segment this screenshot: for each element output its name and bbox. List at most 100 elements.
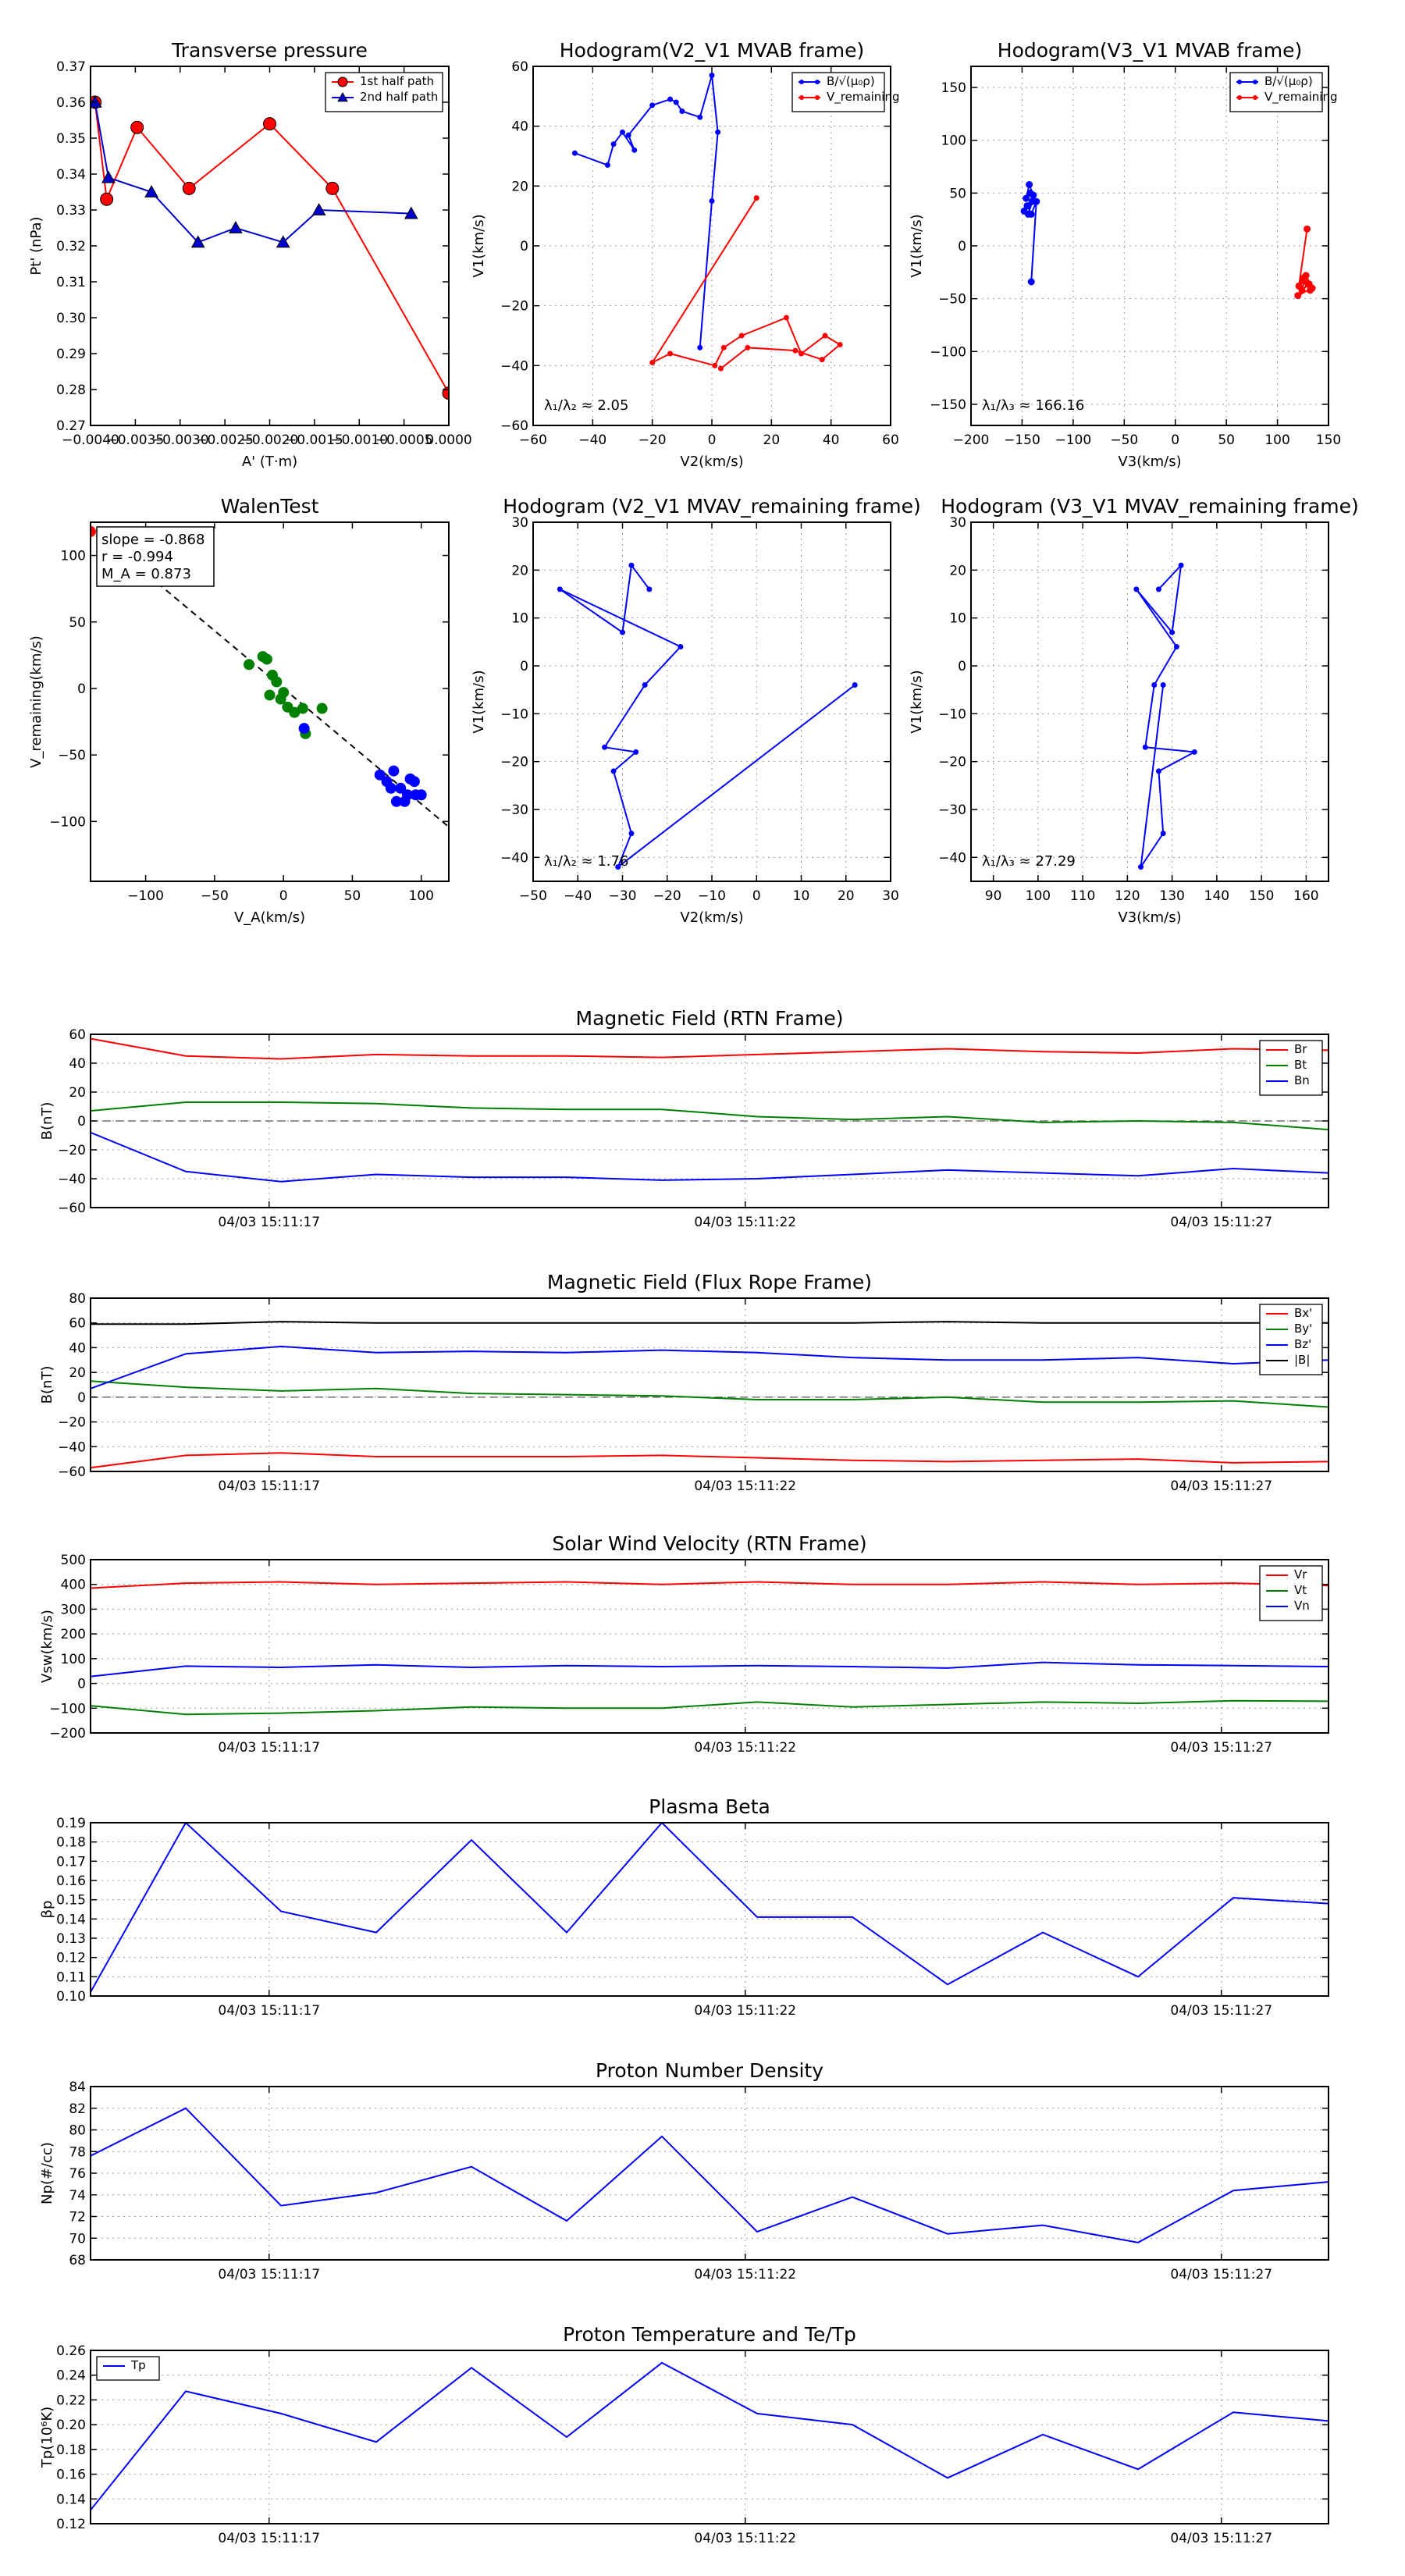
chart-title: Proton Temperature and Te/Tp xyxy=(563,2323,856,2346)
y-axis-label: Tp(10⁶K) xyxy=(39,2407,55,2468)
y-tick-label: 0.16 xyxy=(56,2467,86,2483)
data-point xyxy=(697,344,703,350)
y-tick-label: 300 xyxy=(61,1602,86,1617)
y-tick-label: 10 xyxy=(511,611,528,627)
y-tick-label: 40 xyxy=(511,119,528,135)
series-line-0 xyxy=(574,75,719,348)
series-line-1 xyxy=(91,1699,1329,1716)
x-tick-label: 04/03 15:11:27 xyxy=(1170,1740,1272,1756)
data-point xyxy=(1155,768,1161,774)
series-line-0 xyxy=(91,1452,1329,1469)
x-tick-label: 04/03 15:11:17 xyxy=(218,1740,320,1756)
stats-line: r = -0.994 xyxy=(101,549,173,565)
x-tick-label: 120 xyxy=(1115,888,1140,904)
y-tick-label: 0 xyxy=(958,239,966,254)
data-point xyxy=(646,586,653,592)
data-point xyxy=(244,659,255,671)
series-line-0 xyxy=(94,101,449,394)
data-point xyxy=(615,864,621,870)
chart-hodo_mvab_v3: Hodogram(V3_V1 MVAB frame) −150 −100 −50 0 50… xyxy=(909,39,1341,470)
legend-marker xyxy=(799,80,804,84)
y-tick-label: 0.12 xyxy=(56,1951,86,1966)
stats-line: slope = -0.868 xyxy=(101,532,205,548)
data-point xyxy=(1304,225,1311,233)
x-tick-label: 04/03 15:11:27 xyxy=(1170,1478,1272,1494)
data-point xyxy=(1155,586,1161,592)
y-axis-label: B(nT) xyxy=(39,1366,55,1404)
x-tick-label: −0.0020 xyxy=(241,432,299,448)
x-tick-label: −30 xyxy=(609,888,637,904)
x-tick-label: −200 xyxy=(953,432,990,448)
series-line-2 xyxy=(91,1345,1329,1389)
y-tick-label: 200 xyxy=(61,1627,86,1642)
legend-marker xyxy=(1237,80,1242,84)
legend-label: Vt xyxy=(1294,1583,1307,1597)
y-tick-label: 0.29 xyxy=(56,347,86,362)
legend-box xyxy=(791,72,885,112)
eigenvalue-ratio: λ₁/λ₃ ≈ 166.16 xyxy=(982,397,1084,414)
axes-frame xyxy=(90,2350,1329,2524)
plot-area xyxy=(1020,181,1316,300)
y-tick-label: 40 xyxy=(69,1056,86,1072)
chart-title: Hodogram (V3_V1 MVAV_remaining frame) xyxy=(941,495,1359,518)
y-axis-label: V1(km/s) xyxy=(471,670,487,733)
y-tick-label: 0.28 xyxy=(56,382,86,398)
series-line-0 xyxy=(91,1037,1329,1060)
x-tick-label: 0 xyxy=(279,888,288,904)
x-tick-label: 130 xyxy=(1159,888,1184,904)
data-point xyxy=(620,629,625,635)
data-point xyxy=(1133,586,1140,592)
data-point xyxy=(1160,682,1166,688)
y-tick-label: 0 xyxy=(77,1114,86,1130)
y-tick-label: 76 xyxy=(69,2166,86,2182)
x-tick-label: −0.0030 xyxy=(151,432,209,448)
chart-title: Hodogram(V3_V1 MVAB frame) xyxy=(998,39,1302,62)
x-axis-label: V3(km/s) xyxy=(1118,454,1181,470)
data-point xyxy=(620,129,625,135)
y-tick-label: 30 xyxy=(511,515,528,531)
y-tick-label: 0.22 xyxy=(56,2393,86,2408)
y-tick-label: 100 xyxy=(61,549,86,564)
data-point xyxy=(410,789,422,801)
x-tick-label: −0.0040 xyxy=(62,432,119,448)
y-tick-label: −10 xyxy=(938,706,966,722)
x-tick-label: 0 xyxy=(752,888,761,904)
y-tick-label: 50 xyxy=(949,186,966,201)
legend: Tp xyxy=(96,2356,160,2381)
y-tick-label: 20 xyxy=(511,563,528,578)
y-tick-label: 0.18 xyxy=(56,2443,86,2458)
data-point xyxy=(679,109,685,114)
plot-area xyxy=(91,1823,1329,1993)
y-tick-label: 80 xyxy=(69,2123,86,2139)
chart-title: Solar Wind Velocity (RTN Frame) xyxy=(552,1532,866,1555)
data-point xyxy=(633,749,639,755)
x-tick-label: −0.0010 xyxy=(330,432,388,448)
y-tick-label: −20 xyxy=(500,299,528,315)
data-point xyxy=(374,769,386,781)
y-tick-label: −40 xyxy=(500,850,528,866)
y-tick-label: 70 xyxy=(69,2231,86,2247)
data-point xyxy=(1302,272,1310,279)
legend-marker xyxy=(799,95,804,100)
data-point xyxy=(130,120,144,134)
data-point xyxy=(275,693,286,705)
x-tick-label: 04/03 15:11:17 xyxy=(218,1478,320,1494)
data-point xyxy=(101,170,116,183)
x-tick-label: −0.0025 xyxy=(196,432,254,448)
y-axis-label: Vsw(km/s) xyxy=(39,1610,55,1683)
y-axis-label: B(nT) xyxy=(39,1102,55,1140)
y-axis-label: Pt' (nPa) xyxy=(28,216,44,275)
y-tick-label: 150 xyxy=(941,80,966,96)
x-tick-label: 04/03 15:11:27 xyxy=(1170,2003,1272,2019)
data-point xyxy=(792,347,799,354)
y-tick-label: 500 xyxy=(61,1553,86,1568)
data-point xyxy=(1160,831,1166,837)
data-point xyxy=(799,350,804,357)
y-tick-label: 0 xyxy=(958,659,966,674)
plot-area xyxy=(91,1321,1329,1469)
series-line-0 xyxy=(91,2361,1329,2511)
y-tick-label: 72 xyxy=(69,2210,86,2226)
data-point xyxy=(678,643,684,649)
x-tick-label: 04/03 15:11:22 xyxy=(694,1740,796,1756)
